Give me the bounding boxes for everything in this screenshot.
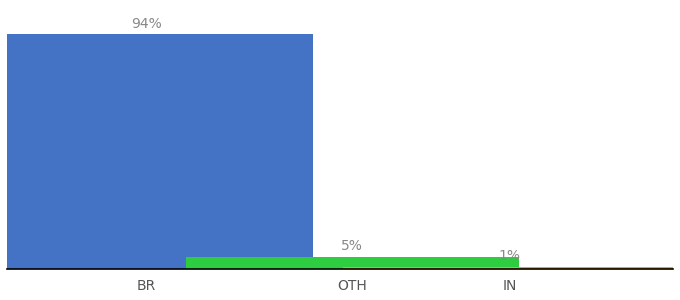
Text: 5%: 5%	[341, 239, 363, 253]
Bar	[186, 257, 519, 269]
Bar	[0, 34, 313, 269]
Text: 94%: 94%	[131, 17, 162, 31]
Bar	[343, 267, 676, 269]
Text: 1%: 1%	[498, 249, 521, 263]
